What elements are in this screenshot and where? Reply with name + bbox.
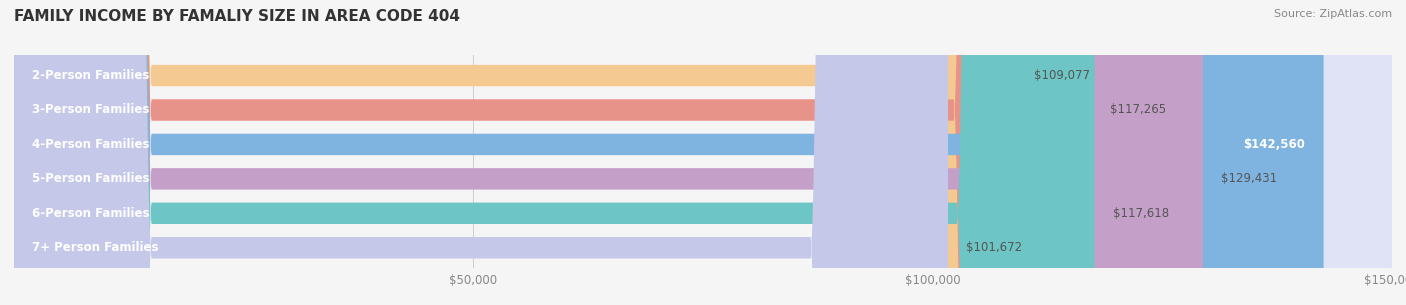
- Text: 6-Person Families: 6-Person Families: [32, 207, 150, 220]
- FancyBboxPatch shape: [14, 0, 1017, 305]
- Text: 7+ Person Families: 7+ Person Families: [32, 241, 159, 254]
- Text: $142,560: $142,560: [1243, 138, 1305, 151]
- Text: Source: ZipAtlas.com: Source: ZipAtlas.com: [1274, 9, 1392, 19]
- FancyBboxPatch shape: [14, 0, 1392, 305]
- FancyBboxPatch shape: [14, 0, 1204, 305]
- Text: $101,672: $101,672: [966, 241, 1022, 254]
- FancyBboxPatch shape: [14, 0, 1094, 305]
- FancyBboxPatch shape: [14, 0, 1392, 305]
- Text: $109,077: $109,077: [1035, 69, 1091, 82]
- FancyBboxPatch shape: [14, 0, 1091, 305]
- Text: $117,618: $117,618: [1114, 207, 1168, 220]
- Text: 4-Person Families: 4-Person Families: [32, 138, 150, 151]
- Text: $117,265: $117,265: [1109, 103, 1166, 117]
- FancyBboxPatch shape: [14, 0, 948, 305]
- Text: 2-Person Families: 2-Person Families: [32, 69, 150, 82]
- FancyBboxPatch shape: [14, 0, 1392, 305]
- FancyBboxPatch shape: [14, 0, 1392, 305]
- FancyBboxPatch shape: [14, 0, 1323, 305]
- Text: 5-Person Families: 5-Person Families: [32, 172, 150, 185]
- FancyBboxPatch shape: [14, 0, 1392, 305]
- Text: $129,431: $129,431: [1222, 172, 1278, 185]
- FancyBboxPatch shape: [14, 0, 1392, 305]
- Text: 3-Person Families: 3-Person Families: [32, 103, 150, 117]
- Text: FAMILY INCOME BY FAMALIY SIZE IN AREA CODE 404: FAMILY INCOME BY FAMALIY SIZE IN AREA CO…: [14, 9, 460, 24]
